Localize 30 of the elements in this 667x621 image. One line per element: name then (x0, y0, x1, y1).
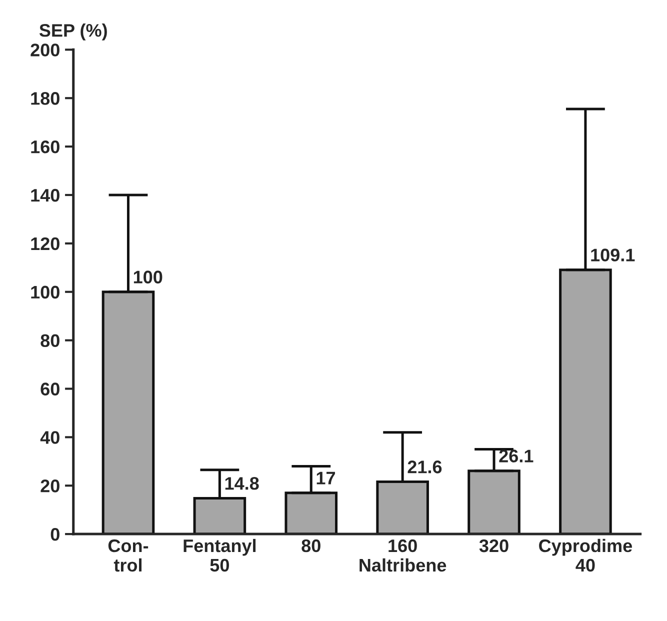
y-tick-label: 160 (31, 140, 60, 154)
y-tick-label: 20 (40, 480, 60, 492)
y-tick-label: 40 (40, 431, 60, 444)
data-label: 26.1 (499, 450, 534, 462)
data-label: 14.8 (225, 477, 259, 490)
x-tick-label: 160 Naltribene (360, 539, 446, 572)
data-label: 21.6 (408, 460, 442, 474)
y-tick-label: 200 (30, 44, 60, 56)
x-tick-label: Cyprodime 40 (539, 538, 632, 572)
data-label: 100 (134, 270, 162, 284)
data-label: 17 (316, 472, 335, 484)
bar (376, 480, 429, 534)
data-label: 109.1 (591, 248, 635, 262)
y-axis-title: SEP (%) (39, 24, 107, 40)
bar (193, 496, 246, 534)
y-tick-label: 0 (50, 528, 60, 541)
x-tick-label: Con- trol (108, 539, 148, 572)
x-tick-label: 80 (302, 539, 320, 552)
bar (468, 470, 520, 534)
y-tick-label: 140 (31, 188, 60, 202)
y-tick-label: 100 (31, 286, 60, 299)
y-tick-label: 80 (40, 334, 60, 348)
y-tick-label: 180 (31, 92, 60, 105)
x-tick-label: 320 (479, 539, 508, 552)
x-tick-label: Fentanyl 50 (184, 538, 256, 572)
bar (559, 268, 612, 534)
bar (102, 290, 155, 534)
y-tick-label: 60 (40, 382, 60, 396)
y-tick-label: 120 (31, 237, 60, 250)
bar (284, 492, 338, 534)
